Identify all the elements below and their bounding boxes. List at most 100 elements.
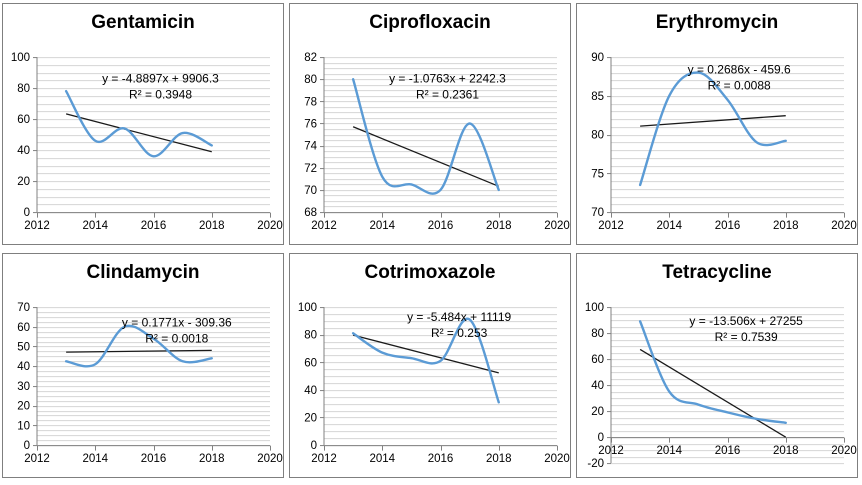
- y-tick-label: 76: [304, 118, 317, 130]
- x-axis: 2012 2014 2016 2018 2020: [598, 211, 857, 232]
- y-tick-label: 100: [298, 302, 317, 314]
- x-tick-label: 2020: [257, 453, 283, 465]
- x-tick-label: 2016: [141, 220, 167, 232]
- x-tick-label: 2012: [24, 453, 50, 465]
- y-axis: 70 75 80 85 90: [591, 52, 612, 219]
- x-tick-label: 2018: [199, 453, 225, 465]
- trendline-equation: y = -1.0763x + 2242.3: [389, 71, 506, 85]
- y-tick-label: 90: [591, 52, 604, 64]
- chart-title-gentamicin: Gentamicin: [91, 12, 195, 33]
- x-tick-label: 2018: [199, 220, 225, 232]
- x-axis: 2012 2014 2016 2018 2020: [24, 211, 283, 232]
- chart-plot-clindamycin: 0 10 20 30 40 50 60 70 2012 2014 2016 2018 2020 y = 0…: [17, 302, 283, 465]
- trendline-equation: y = 0.2686x - 459.6: [688, 62, 791, 76]
- gridlines: [611, 306, 844, 464]
- x-tick-label: 2016: [428, 220, 454, 232]
- chart-title-ciprofloxacin: Ciprofloxacin: [369, 12, 491, 33]
- y-tick-label: 75: [591, 168, 604, 180]
- x-tick-label: 2012: [598, 445, 624, 457]
- x-tick-label: 2014: [656, 220, 682, 232]
- trend-line: [640, 114, 786, 127]
- y-tick-label: 20: [304, 412, 317, 424]
- trend-line: [639, 348, 787, 438]
- x-tick-label: 2020: [257, 220, 283, 232]
- y-tick-label: 20: [17, 400, 30, 412]
- x-tick-label: 2018: [773, 445, 799, 457]
- gridlines: [37, 56, 270, 213]
- chart-title-erythromycin: Erythromycin: [655, 12, 779, 33]
- x-tick-label: 2020: [831, 445, 857, 457]
- x-tick-label: 2014: [82, 453, 108, 465]
- y-tick-label: 80: [591, 328, 604, 340]
- x-tick-label: 2018: [486, 453, 512, 465]
- y-tick-label: 60: [591, 354, 604, 366]
- chart-plot-erythromycin: 70 75 80 85 90 2012 2014 2016 2018 2020 y = 0.2686…: [591, 52, 857, 232]
- trendline-equation: y = -5.484x + 11119: [407, 310, 511, 324]
- gridlines: [611, 56, 844, 213]
- x-tick-label: 2018: [773, 220, 799, 232]
- r-squared-label: R² = 0.7539: [715, 330, 778, 344]
- x-tick-label: 2018: [486, 220, 512, 232]
- series-line: [351, 317, 500, 404]
- y-tick-label: 70: [304, 185, 317, 197]
- chart-panel-clindamycin: Clindamycin 0 10 20 30 40 50 60 70 2012 2014 2016 2…: [2, 253, 284, 478]
- gridlines: [324, 56, 557, 213]
- y-tick-label: 100: [585, 302, 604, 314]
- chart-title-clindamycin: Clindamycin: [86, 262, 200, 283]
- x-tick-label: 2012: [311, 453, 337, 465]
- y-tick-label: 85: [591, 91, 604, 103]
- y-tick-label: 60: [17, 322, 30, 334]
- y-tick-label: 80: [17, 83, 30, 95]
- x-tick-label: 2014: [369, 220, 395, 232]
- x-axis: 2012 2014 2016 2018 2020: [311, 444, 570, 465]
- r-squared-label: R² = 0.3948: [129, 87, 192, 101]
- gridlines: [37, 306, 270, 446]
- y-tick-label: 72: [304, 163, 317, 175]
- y-axis: 0 20 40 60 80 100: [11, 52, 38, 219]
- y-tick-label: 70: [17, 302, 30, 314]
- chart-title-tetracycline: Tetracycline: [662, 262, 772, 283]
- y-tick-label: 82: [304, 52, 317, 64]
- x-axis: 2012 2014 2016 2018 2020: [311, 211, 570, 232]
- y-tick-label: 40: [591, 380, 604, 392]
- y-tick-label: 74: [304, 140, 317, 152]
- x-tick-label: 2012: [311, 220, 337, 232]
- y-axis: 0 20 40 60 80 100: [298, 302, 325, 452]
- trendline-equation: y = -4.8897x + 9906.3: [102, 71, 219, 85]
- y-tick-label: 0: [598, 432, 604, 444]
- y-axis: 68 70 72 74 76 78 80 82: [304, 52, 325, 219]
- x-tick-label: 2020: [831, 220, 857, 232]
- x-tick-label: 2014: [369, 453, 395, 465]
- y-tick-label: 20: [17, 176, 30, 188]
- x-axis: 2012 2014 2016 2018 2020: [598, 436, 857, 457]
- y-tick-label: 80: [591, 129, 604, 141]
- y-tick-label: 10: [17, 420, 30, 432]
- chart-panel-cotrimoxazole: Cotrimoxazole 0 20 40 60 80 100 2012 2014 2016 20…: [289, 253, 571, 478]
- x-tick-label: 2016: [141, 453, 167, 465]
- x-tick-label: 2012: [24, 220, 50, 232]
- trend-line: [352, 125, 499, 187]
- y-tick-label: 80: [304, 74, 317, 86]
- chart-plot-ciprofloxacin: 68 70 72 74 76 78 80 82 2012 2014 2016 2018 2020 y = …: [304, 52, 570, 232]
- series-line: [638, 71, 787, 186]
- y-axis: -20 0 20 40 60 80 100: [585, 302, 612, 470]
- y-tick-label: 20: [591, 406, 604, 418]
- chart-panel-tetracycline: Tetracycline -20 0 20 40 60 80 100 2012 2014 2016…: [576, 253, 858, 478]
- x-tick-label: 2020: [544, 220, 570, 232]
- chart-plot-gentamicin: 0 20 40 60 80 100 2012 2014 2016 2018 2020 y = -4.8…: [11, 52, 283, 232]
- y-tick-label: 78: [304, 96, 317, 108]
- x-tick-label: 2016: [715, 445, 741, 457]
- r-squared-label: R² = 0.253: [431, 326, 488, 340]
- trend-line: [352, 334, 499, 374]
- series-line: [638, 320, 787, 424]
- chart-panel-gentamicin: Gentamicin 0 20 40 60 80 100 2012 2014 2016 2018 2…: [2, 3, 284, 245]
- y-tick-label: 50: [17, 341, 30, 353]
- y-tick-label: -20: [587, 458, 604, 470]
- y-tick-label: 60: [304, 357, 317, 369]
- x-tick-label: 2016: [428, 453, 454, 465]
- r-squared-label: R² = 0.0018: [145, 332, 208, 346]
- chart-panel-ciprofloxacin: Ciprofloxacin 68 70 72 74 76 78 80 82 2012 2014 20…: [289, 3, 571, 245]
- y-tick-label: 30: [17, 381, 30, 393]
- r-squared-label: R² = 0.2361: [416, 87, 479, 101]
- y-tick-label: 40: [17, 361, 30, 373]
